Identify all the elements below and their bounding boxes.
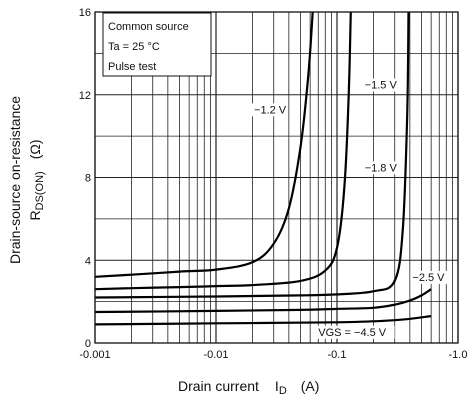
- y-axis-unit: (Ω): [27, 139, 43, 159]
- series-line: [94, 315, 432, 326]
- annotation-line: Ta = 25 °C: [108, 41, 160, 53]
- tick-labels: -0.001 -0.01 -0.1 -1.0 0 4 8 12 16: [79, 7, 468, 361]
- x-axis-label: Drain current ID (A): [178, 378, 319, 397]
- series-label-background: [246, 103, 289, 117]
- plot-frame: [94, 11, 459, 344]
- series-label: −1.8 V: [365, 162, 398, 174]
- x-axis-symbol-main: I: [275, 378, 279, 394]
- x-axis-unit: (A): [301, 378, 320, 394]
- series-label: −1.2 V: [254, 104, 287, 116]
- annotation-box: Common source Ta = 25 °C Pulse test: [102, 12, 212, 77]
- y-tick-label: 4: [85, 255, 91, 267]
- y-tick-label: 0: [85, 338, 91, 350]
- series-line: [94, 11, 410, 299]
- y-axis-symbol-main: R: [27, 210, 43, 220]
- svg-text:RDS(ON)(Ω): RDS(ON) (Ω): [27, 139, 46, 220]
- y-axis-label-line1: Drain-source on-resistance: [7, 96, 23, 264]
- y-axis-label: Drain-source on-resistance: [7, 96, 23, 264]
- series-line: [94, 11, 352, 291]
- annotation-line: Pulse test: [108, 61, 156, 73]
- series-line: [94, 288, 432, 314]
- x-tick-label: -0.001: [79, 349, 110, 361]
- series-label-background: [410, 270, 452, 284]
- x-axis-symbol-sub: D: [279, 385, 287, 397]
- curve-labels: −1.2 V −1.5 V −1.8 V −2.5 V VGS = −4.5 V: [246, 78, 452, 339]
- annotation-line: Common source: [108, 21, 189, 33]
- series-line: [94, 11, 314, 278]
- series-label: −2.5 V: [412, 272, 445, 284]
- series-label-background: [360, 161, 402, 175]
- series-label-background: [316, 325, 395, 339]
- y-tick-label: 8: [85, 173, 91, 185]
- y-axis-symbol: RDS(ON) (Ω): [27, 139, 46, 220]
- series-label: −1.5 V: [365, 80, 398, 92]
- x-tick-label: -0.1: [328, 349, 347, 361]
- x-tick-label: -0.01: [203, 349, 228, 361]
- y-tick-label: 16: [79, 7, 91, 19]
- series-label-background: [360, 78, 402, 92]
- series-label: VGS = −4.5 V: [318, 327, 387, 339]
- y-tick-label: 12: [79, 90, 91, 102]
- curves: [94, 11, 432, 326]
- x-tick-label: -1.0: [449, 349, 468, 361]
- y-axis-symbol-sub: DS(ON): [34, 171, 46, 210]
- x-axis-label-text: Drain current: [178, 378, 259, 394]
